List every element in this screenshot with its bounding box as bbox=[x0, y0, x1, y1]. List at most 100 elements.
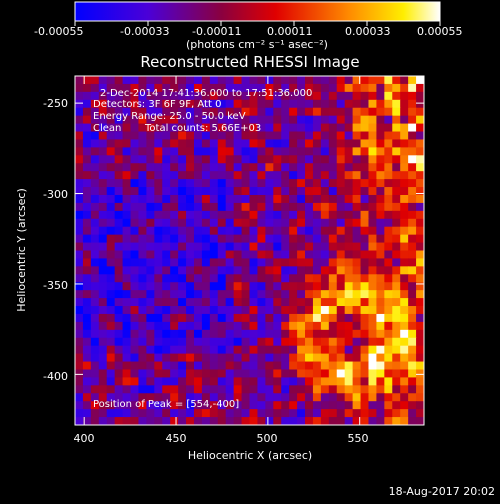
heatmap-cell bbox=[154, 99, 163, 109]
heatmap-cell bbox=[265, 218, 274, 228]
heatmap-cell bbox=[336, 91, 346, 101]
heatmap-cell bbox=[392, 139, 401, 148]
heatmap-cell bbox=[122, 409, 132, 418]
heatmap-cell bbox=[305, 163, 314, 172]
heatmap-cell bbox=[217, 321, 227, 331]
heatmap-cell bbox=[233, 147, 243, 156]
heatmap-cell bbox=[320, 306, 330, 315]
heatmap-cell bbox=[312, 337, 322, 347]
heatmap-cell bbox=[201, 226, 211, 236]
heatmap-cell bbox=[138, 353, 147, 363]
heatmap-cell bbox=[225, 313, 235, 323]
heatmap-cell bbox=[241, 353, 251, 363]
heatmap-cell bbox=[82, 123, 92, 133]
heatmap-cell bbox=[297, 242, 306, 252]
heatmap-cell bbox=[90, 353, 100, 363]
heatmap-cell bbox=[305, 353, 314, 363]
heatmap-cell bbox=[281, 266, 290, 275]
heatmap-cell bbox=[344, 179, 354, 188]
heatmap-cell bbox=[162, 194, 171, 204]
heatmap-cell bbox=[233, 274, 243, 283]
heatmap-cell bbox=[106, 274, 116, 283]
heatmap-cell bbox=[154, 131, 163, 141]
heatmap-cell bbox=[297, 329, 306, 339]
heatmap-cell bbox=[178, 298, 187, 307]
heatmap-cell bbox=[225, 131, 235, 141]
heatmap-cell bbox=[352, 115, 362, 125]
heatmap-cell bbox=[305, 266, 314, 275]
heatmap-cell bbox=[400, 99, 409, 109]
heatmap-cell bbox=[392, 226, 401, 236]
heatmap-cell bbox=[217, 298, 227, 307]
heatmap-cell bbox=[320, 393, 330, 402]
heatmap-cell bbox=[320, 409, 330, 418]
heatmap-cell bbox=[344, 115, 354, 125]
heatmap-cell bbox=[336, 155, 346, 164]
heatmap-cell bbox=[138, 147, 147, 156]
heatmap-cell bbox=[98, 139, 108, 148]
heatmap-cell bbox=[312, 401, 322, 410]
heatmap-cell bbox=[360, 290, 370, 299]
heatmap-cell bbox=[281, 218, 290, 228]
heatmap-cell bbox=[217, 107, 227, 117]
heatmap-cell bbox=[146, 139, 155, 148]
heatmap-cell bbox=[408, 385, 417, 394]
heatmap-cell bbox=[281, 345, 290, 355]
heatmap-cell bbox=[233, 76, 243, 85]
heatmap-cell bbox=[328, 282, 338, 291]
heatmap-cell bbox=[90, 155, 100, 164]
heatmap-cell bbox=[408, 409, 417, 418]
heatmap-cell bbox=[273, 107, 282, 117]
heatmap-cell bbox=[75, 163, 84, 172]
heatmap-cell bbox=[400, 282, 409, 291]
heatmap-cell bbox=[209, 266, 219, 275]
heatmap-cell bbox=[130, 107, 140, 117]
heatmap-cell bbox=[106, 155, 116, 164]
heatmap-cell bbox=[360, 123, 370, 133]
heatmap-cell bbox=[90, 377, 100, 386]
heatmap-cell bbox=[312, 385, 322, 394]
heatmap-cell bbox=[368, 274, 378, 283]
heatmap-cell bbox=[122, 194, 132, 204]
heatmap-cell bbox=[273, 298, 282, 307]
heatmap-cell bbox=[114, 369, 124, 379]
heatmap-cell bbox=[106, 369, 116, 379]
heatmap-cell bbox=[257, 202, 266, 212]
heatmap-cell bbox=[305, 210, 314, 220]
heatmap-cell bbox=[305, 171, 314, 180]
heatmap-cell bbox=[162, 210, 171, 220]
heatmap-cell bbox=[352, 345, 362, 355]
heatmap-cell bbox=[360, 329, 370, 339]
heatmap-cell bbox=[82, 242, 92, 252]
heatmap-cell bbox=[320, 210, 330, 220]
heatmap-cell bbox=[138, 337, 147, 347]
heatmap-cell bbox=[193, 298, 203, 307]
heatmap-cell bbox=[376, 274, 385, 283]
heatmap-cell bbox=[130, 337, 140, 347]
heatmap-cell bbox=[360, 401, 370, 410]
heatmap-cell bbox=[368, 163, 378, 172]
heatmap-cell bbox=[368, 345, 378, 355]
heatmap-cell bbox=[186, 401, 195, 410]
heatmap-cell bbox=[384, 218, 393, 228]
heatmap-cell bbox=[344, 147, 354, 156]
heatmap-cell bbox=[82, 345, 92, 355]
heatmap-cell bbox=[368, 258, 378, 267]
heatmap-cell bbox=[328, 290, 338, 299]
heatmap-cell bbox=[241, 194, 251, 204]
heatmap-cell bbox=[130, 393, 140, 402]
heatmap-cell bbox=[376, 369, 385, 379]
heatmap-cell bbox=[360, 187, 370, 196]
heatmap-cell bbox=[114, 171, 124, 180]
heatmap-cell bbox=[297, 107, 306, 117]
heatmap-cell bbox=[162, 226, 171, 236]
heatmap-cell bbox=[138, 329, 147, 339]
heatmap-cell bbox=[281, 274, 290, 283]
heatmap-cell bbox=[114, 163, 124, 172]
heatmap-cell bbox=[360, 266, 370, 275]
heatmap-cell bbox=[281, 123, 290, 133]
heatmap-cell bbox=[193, 171, 203, 180]
heatmap-cell bbox=[273, 83, 282, 93]
heatmap-cell bbox=[82, 91, 92, 101]
heatmap-cell bbox=[217, 76, 227, 85]
